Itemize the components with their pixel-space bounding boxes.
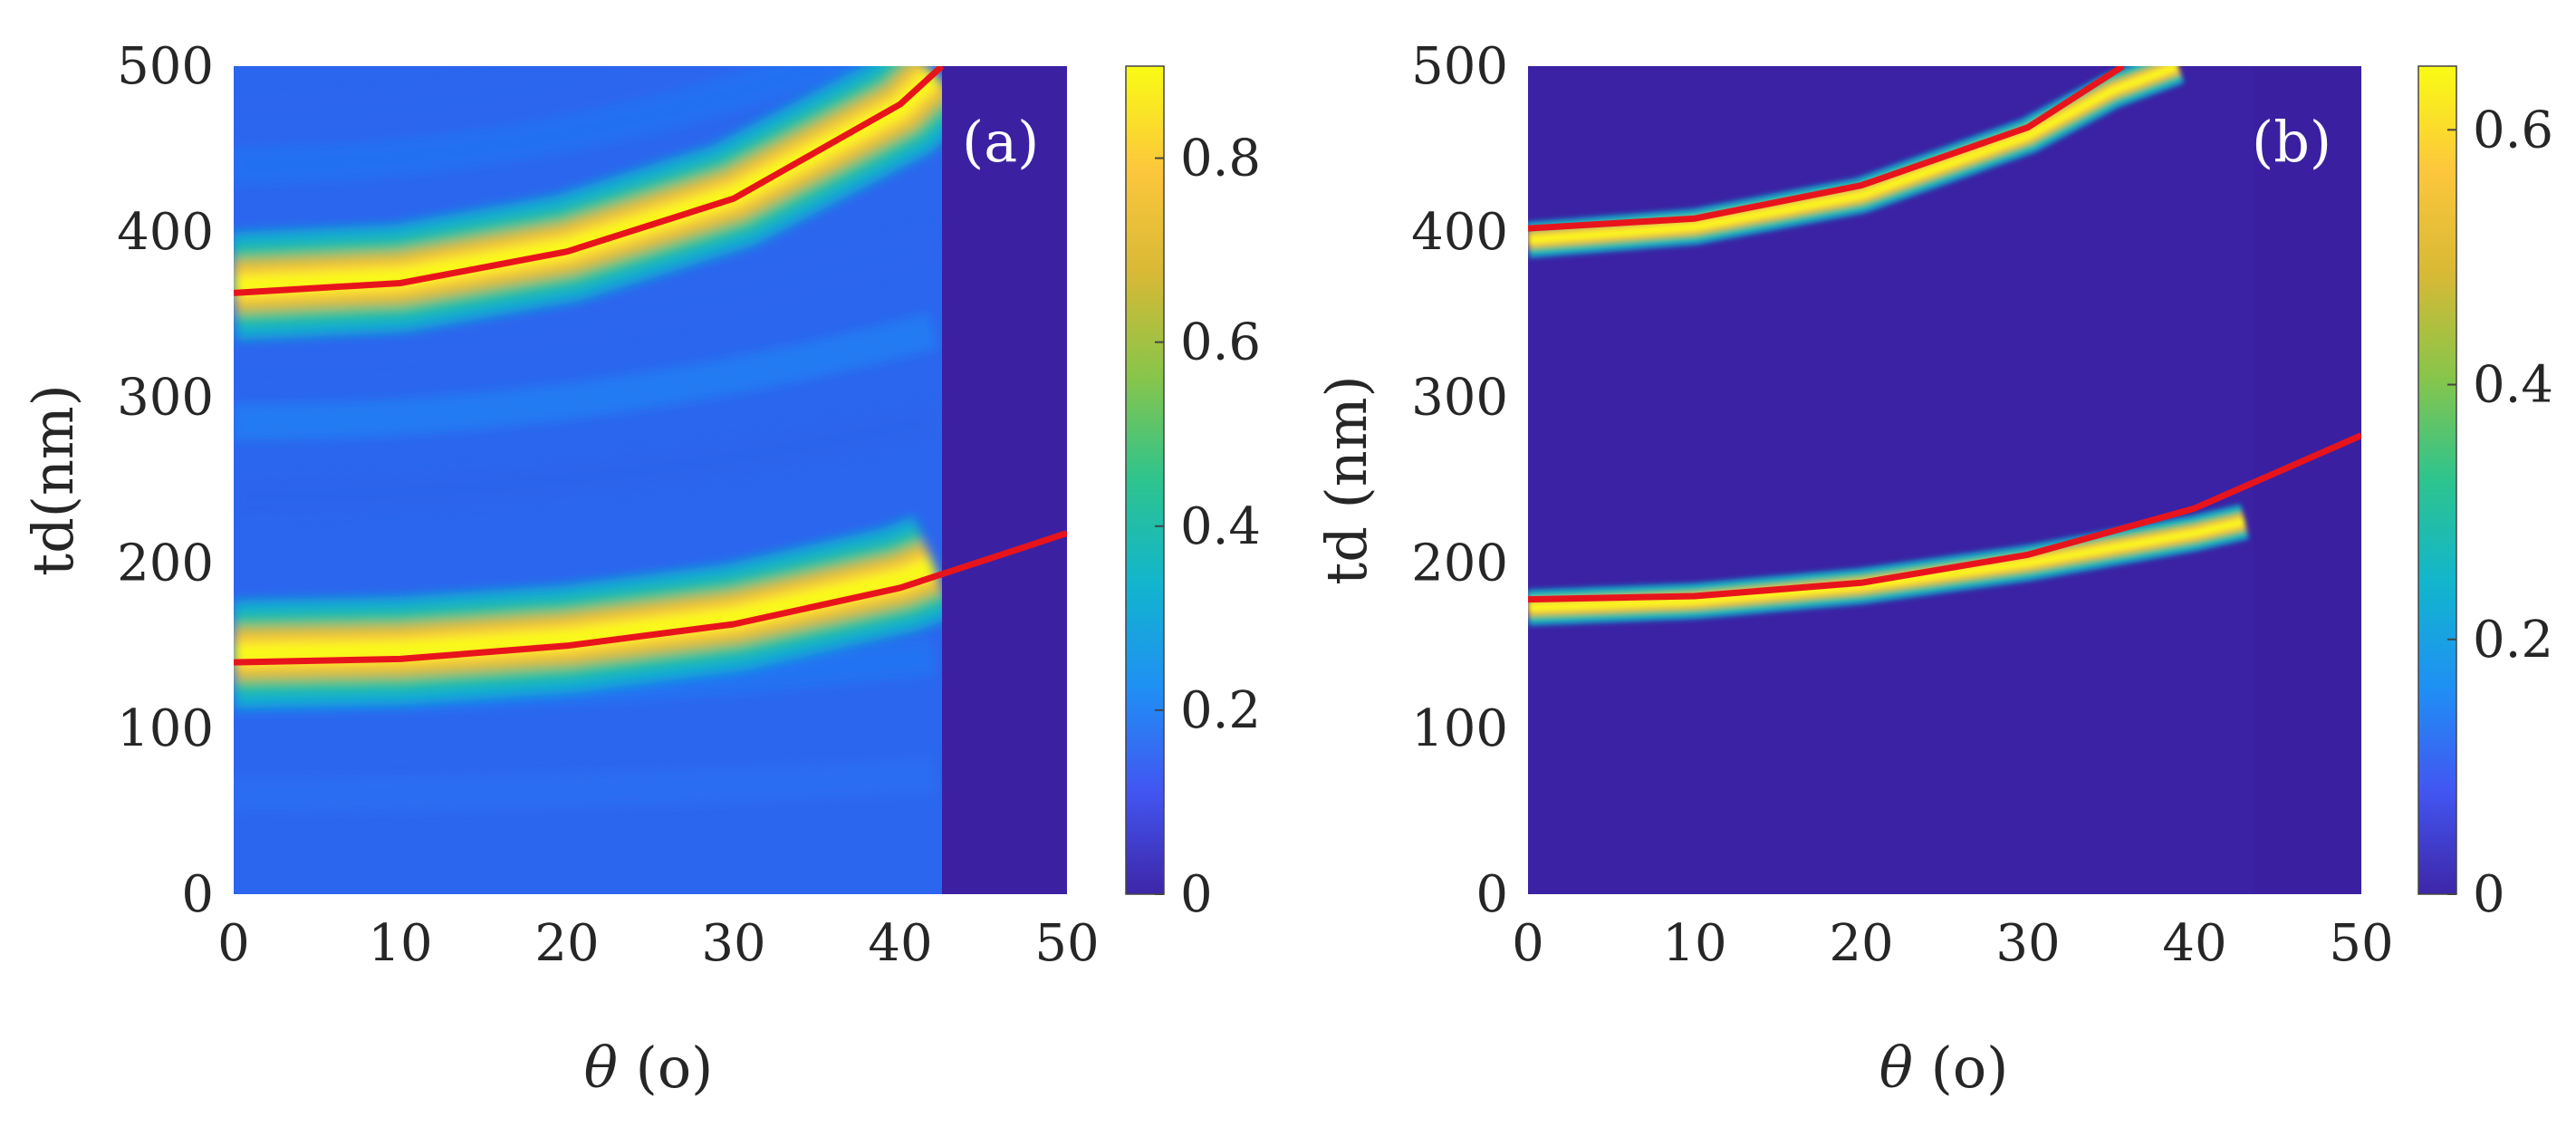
x-tick-label: 10 xyxy=(1662,914,1726,973)
y-tick-label: 300 xyxy=(1411,369,1508,428)
x-tick-label: 30 xyxy=(1995,914,2060,973)
colorbar-a-tick-labels: 0 0.2 0.4 0.6 0.8 xyxy=(1155,130,1261,924)
background-fringe xyxy=(234,401,937,515)
y-tick-label: 500 xyxy=(117,37,214,96)
y-tick-label: 200 xyxy=(117,534,214,592)
colorbar-tick-label: 0.2 xyxy=(1180,681,1261,740)
colorbar-tick-label: 0.8 xyxy=(1180,130,1261,188)
y-tick-labels-b: 0 100 200 300 400 500 xyxy=(1411,37,1508,924)
x-tick-label: 20 xyxy=(1829,914,1893,973)
colorbar-b: 0 0.2 0.4 0.6 xyxy=(2417,65,2553,924)
background-fringe xyxy=(234,66,875,184)
mode-curve xyxy=(234,530,1067,666)
colorbar-b-tick-labels: 0 0.2 0.4 0.6 xyxy=(2447,101,2553,924)
resonance-band-layer xyxy=(1528,66,2179,244)
x-axis-label-b-symbol: θ xyxy=(1879,1035,1913,1101)
heatmap-a xyxy=(234,66,1067,894)
colorbar-tick-label: 0.6 xyxy=(2473,101,2553,159)
panel-label-b: (b) xyxy=(2252,109,2331,175)
colorbar-tick-label: 0.6 xyxy=(1180,313,1261,372)
x-tick-label: 0 xyxy=(217,914,250,973)
y-tick-label: 200 xyxy=(1411,534,1508,592)
x-tick-labels-b: 0 10 20 30 40 50 xyxy=(1512,914,2393,973)
heatmap-b xyxy=(1528,66,2361,894)
panel-b: 0 10 20 30 40 50 0 100 200 300 400 500 td (nm) θ (… xyxy=(1313,37,2553,1101)
x-axis-label-b: θ (o) xyxy=(1879,1035,2009,1101)
colorbar-a-gradient xyxy=(1125,65,1165,895)
background-fringe xyxy=(234,66,706,134)
y-axis-label-b: td (nm) xyxy=(1313,375,1379,584)
x-tick-label: 50 xyxy=(1034,914,1099,973)
y-tick-label: 500 xyxy=(1411,37,1508,96)
x-axis-label-a-unit: (o) xyxy=(618,1035,713,1101)
colorbar-tick-label: 0.2 xyxy=(2473,611,2553,669)
x-tick-label: 20 xyxy=(534,914,599,973)
resonance-band-layer xyxy=(1528,518,2245,612)
x-tick-label: 30 xyxy=(701,914,765,973)
colorbar-a: 0 0.2 0.4 0.6 0.8 xyxy=(1125,65,1261,924)
heatmap-b-background xyxy=(1528,66,2361,894)
x-tick-label: 40 xyxy=(2162,914,2226,973)
y-tick-label: 100 xyxy=(1411,699,1508,758)
background-fringe xyxy=(234,224,939,366)
heatmap-a-cutoff-region xyxy=(942,66,1067,894)
y-tick-labels-a: 0 100 200 300 400 500 xyxy=(117,37,214,924)
mode-curve xyxy=(1528,432,2361,603)
x-axis-label-a-symbol: θ xyxy=(584,1035,618,1101)
panel-label-a: (a) xyxy=(962,109,1039,175)
x-tick-label: 50 xyxy=(2329,914,2393,973)
y-axis-label-a: td(nm) xyxy=(20,384,86,576)
colorbar-tick-label: 0.4 xyxy=(1180,497,1261,556)
mode-curve xyxy=(1528,66,2125,232)
x-tick-label: 10 xyxy=(368,914,432,973)
resonance-band-layer xyxy=(234,556,937,664)
background-fringe xyxy=(234,313,938,440)
mode-curves-b xyxy=(1528,66,2361,603)
panel-a: 0 10 20 30 40 50 0 100 200 300 400 500 td(nm) θ (o… xyxy=(20,37,1261,1101)
x-tick-label: 0 xyxy=(1512,914,1544,973)
mode-curves-a xyxy=(234,66,1067,666)
y-tick-label: 400 xyxy=(1411,203,1508,262)
x-tick-labels-a: 0 10 20 30 40 50 xyxy=(217,914,1099,973)
y-tick-label: 0 xyxy=(1475,865,1508,924)
colorbar-tick-label: 0 xyxy=(1180,865,1213,924)
colorbar-tick-label: 0.4 xyxy=(2473,356,2553,415)
mode-curve xyxy=(234,66,945,296)
colorbar-tick-label: 0 xyxy=(2473,865,2505,924)
colorbar-b-gradient xyxy=(2417,65,2457,895)
x-axis-label-b-unit: (o) xyxy=(1913,1035,2008,1101)
heatmap-b-cutoff-region xyxy=(2253,66,2361,894)
x-axis-label-a: θ (o) xyxy=(584,1035,714,1101)
y-tick-label: 300 xyxy=(117,369,214,428)
background-fringe xyxy=(234,757,935,814)
x-tick-label: 40 xyxy=(868,914,932,973)
heatmap-b-resonance-bands xyxy=(1528,66,2249,626)
y-tick-label: 400 xyxy=(117,203,214,262)
y-tick-label: 100 xyxy=(117,699,214,758)
y-tick-label: 0 xyxy=(181,865,214,924)
